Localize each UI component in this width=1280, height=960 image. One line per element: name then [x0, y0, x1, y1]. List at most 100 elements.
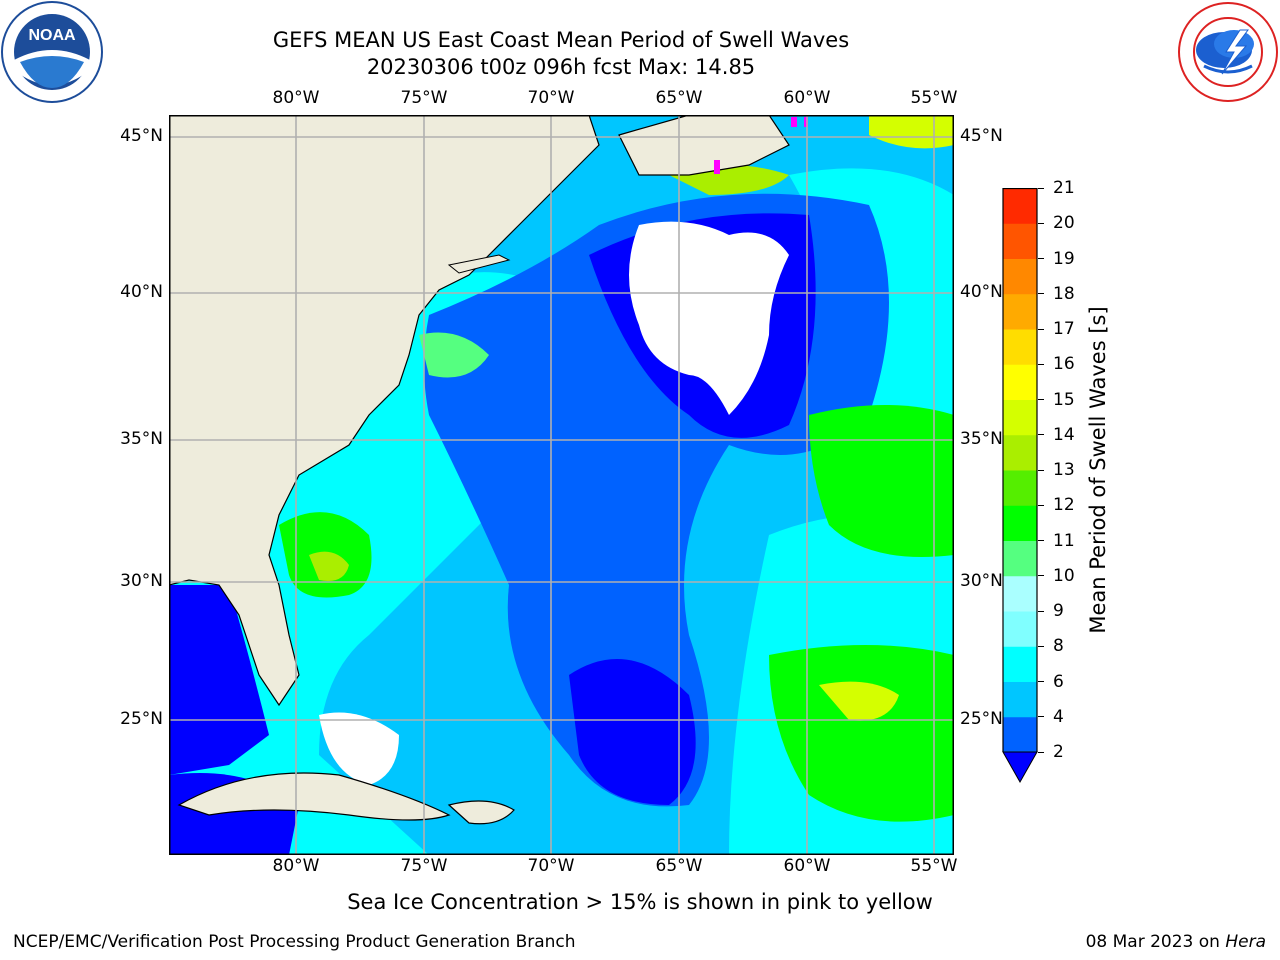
lat-label-right: 25°N [960, 709, 1003, 729]
colorbar-tick-label: 13 [1053, 460, 1075, 480]
swell-region-14-newfoundland [869, 115, 954, 149]
footer-date-text: 08 Mar 2023 on [1085, 932, 1226, 952]
colorbar-swatch [1003, 293, 1037, 330]
colorbar-tick-label: 4 [1053, 706, 1064, 727]
lon-label-bottom: 70°W [527, 856, 575, 876]
gridlines [169, 115, 954, 855]
colorbar-tick-mark [1038, 258, 1044, 259]
lon-label-bottom: 60°W [783, 856, 831, 876]
lon-label-bottom: 65°W [655, 856, 703, 876]
lon-label-bottom: 75°W [400, 856, 448, 876]
colorbar-tick-label: 19 [1053, 248, 1075, 269]
colorbar-tick-mark [1038, 681, 1044, 682]
lat-label-right: 35°N [960, 429, 1003, 449]
land-cuba [177, 772, 451, 821]
lat-label-left: 30°N [120, 571, 163, 591]
colorbar-tick-mark [1038, 610, 1044, 612]
sea-ice-marker [804, 117, 808, 127]
colorbar-tick-label: 10 [1053, 565, 1075, 586]
land-nova-scotia [618, 115, 790, 176]
lon-label-top: 75°W [400, 88, 448, 108]
colorbar-label-text: Mean Period of Swell Waves [s] [1086, 306, 1110, 634]
colorbar-swatch [1003, 188, 1037, 224]
lat-label-right: 30°N [960, 571, 1003, 591]
lon-label-top: 70°W [527, 88, 575, 108]
land-long-island [447, 254, 511, 274]
colorbar-tick-label: 6 [1053, 671, 1064, 692]
chart-subtitle: 20230306 t00z 096h fcst Max: 14.85 [366, 55, 756, 79]
colorbar-tick-label: 14 [1053, 424, 1075, 445]
colorbar-tick-label: 8 [1053, 636, 1064, 657]
nws-logo [1178, 2, 1278, 102]
lat-label-right: 45°N [960, 126, 1003, 146]
land-hispaniola [447, 800, 515, 825]
lat-label-left: 40°N [120, 282, 163, 302]
colorbar-tick-mark [1038, 187, 1044, 189]
swell-region-11-east-lower [769, 645, 954, 822]
colorbar-tick-label: 20 [1053, 213, 1075, 234]
colorbar-swatch [1003, 399, 1037, 436]
sea-ice-marker [714, 160, 720, 174]
colorbar-tick-label: 21 [1053, 178, 1075, 198]
colorbar-tick-label: 11 [1053, 530, 1075, 551]
colorbar-swatch [1003, 364, 1037, 400]
lon-label-bottom: 80°W [272, 856, 320, 876]
lat-label-left: 25°N [120, 709, 163, 729]
colorbar-tick-label: 17 [1053, 319, 1075, 339]
colorbar-tick-mark [1038, 504, 1044, 506]
colorbar-tick-mark [1038, 363, 1044, 365]
colorbar-tick-label: 15 [1053, 389, 1075, 410]
colorbar-swatch [1003, 611, 1037, 647]
swell-region-lt-2-south [569, 659, 696, 805]
colorbar-swatch [1003, 434, 1037, 471]
colorbar-tick-mark [1038, 575, 1044, 577]
swell-region-9-midatlantic [419, 332, 489, 378]
colorbar-tick-mark [1038, 751, 1044, 753]
noaa-logo: NOAA [1, 1, 103, 103]
lon-label-top: 80°W [272, 88, 320, 108]
colorbar-tick-label: 16 [1053, 354, 1075, 375]
colorbar-swatch [1003, 646, 1037, 682]
lat-label-right: 40°N [960, 282, 1003, 302]
colorbar-swatch [1003, 258, 1037, 295]
colorbar-swatch [1003, 470, 1037, 506]
colorbar-swatch [1003, 681, 1037, 718]
colorbar-tick-mark [1038, 222, 1044, 224]
map-border [169, 115, 954, 855]
lon-label-bottom: 55°W [910, 856, 958, 876]
lon-label-top: 55°W [910, 88, 958, 108]
colorbar-tick-mark [1038, 469, 1044, 471]
colorbar-tick-mark [1038, 399, 1044, 400]
colorbar-swatch [1003, 223, 1037, 259]
land-north-america [169, 115, 600, 707]
colorbar-tick-label: 18 [1053, 283, 1075, 304]
noaa-logo-text: NOAA [28, 27, 76, 44]
bahamas-no-data [319, 712, 399, 785]
swell-region-13-carolinas [309, 551, 349, 581]
sea-ice-caption: Sea Ice Concentration > 15% is shown in … [347, 890, 933, 914]
lat-label-left: 35°N [120, 429, 163, 449]
gulf-of-mexico [169, 585, 269, 775]
sea-ice-marker [791, 117, 797, 127]
chart-title: GEFS MEAN US East Coast Mean Period of S… [272, 28, 850, 52]
colorbar-tick-mark [1038, 434, 1044, 436]
lat-label-left: 45°N [120, 126, 163, 146]
colorbar-tick-label: 2 [1053, 742, 1064, 762]
colorbar-tick-mark [1038, 645, 1044, 647]
lon-label-top: 65°W [655, 88, 703, 108]
footer-credit: NCEP/EMC/Verification Post Processing Pr… [13, 932, 576, 952]
colorbar-swatch [1003, 540, 1037, 577]
swell-region-11-east-upper [809, 405, 954, 557]
swell-region-14-east [819, 681, 899, 721]
lon-label-top: 60°W [783, 88, 831, 108]
colorbar-frame [1002, 188, 1038, 752]
colorbar-swatch [1003, 716, 1037, 753]
colorbar-swatch [1003, 329, 1037, 365]
colorbar-swatch [1003, 575, 1037, 612]
map [169, 115, 954, 855]
colorbar-tick-label: 12 [1053, 495, 1075, 516]
colorbar-swatch [1003, 505, 1037, 541]
colorbar-tick-mark [1038, 293, 1044, 295]
footer-date: 08 Mar 2023 on Hera [1086, 932, 1266, 952]
colorbar [1002, 188, 1038, 784]
